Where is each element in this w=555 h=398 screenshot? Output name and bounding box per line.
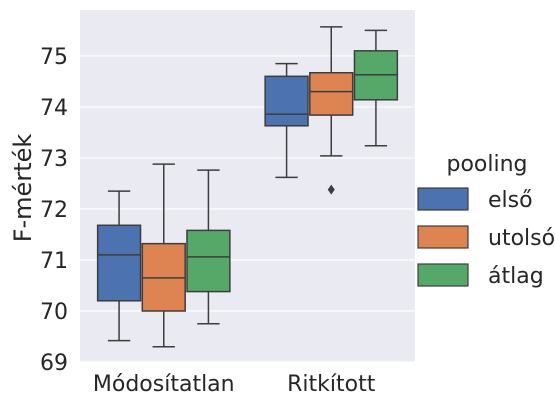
box-body: [186, 229, 231, 293]
box-body: [264, 75, 309, 127]
box-body: [309, 71, 354, 116]
x-tick-label-0: Módosítatlan: [93, 372, 235, 394]
legend-title: pooling: [446, 152, 527, 177]
legend-label-2: átlag: [488, 264, 544, 289]
y-tick-labels: 69 70 71 72 73 74 75: [40, 45, 68, 376]
box-0-0: [96, 190, 142, 342]
box-1-0: [141, 163, 186, 348]
box-1-1: [309, 26, 354, 195]
legend: pooling első utolsó átlag: [417, 152, 555, 289]
y-tick-label-69: 69: [40, 351, 68, 376]
x-tick-label-1: Ritkított: [287, 372, 376, 394]
outlier-point-0: [327, 184, 335, 195]
y-tick-label-73: 73: [40, 147, 68, 172]
legend-swatch-1: [417, 225, 469, 249]
y-tick-label-72: 72: [40, 198, 68, 223]
box-2-0: [186, 169, 231, 325]
x-tick-labels: Módosítatlan Ritkított: [93, 372, 376, 397]
y-tick-label-74: 74: [40, 96, 68, 121]
y-axis-label: F-mérték: [9, 134, 37, 243]
legend-label-0: első: [488, 188, 533, 213]
box-2-1: [353, 29, 399, 147]
y-tick-label-71: 71: [40, 249, 68, 274]
legend-label-1: utolsó: [488, 226, 555, 251]
boxes-layer: [96, 26, 399, 348]
legend-entries: első utolsó átlag: [417, 187, 555, 289]
y-tick-label-70: 70: [40, 300, 68, 325]
legend-swatch-0: [417, 187, 469, 211]
legend-swatch-2: [417, 263, 469, 287]
box-0-1: [264, 62, 309, 179]
y-tick-label-75: 75: [40, 45, 68, 70]
box-body: [96, 224, 142, 302]
